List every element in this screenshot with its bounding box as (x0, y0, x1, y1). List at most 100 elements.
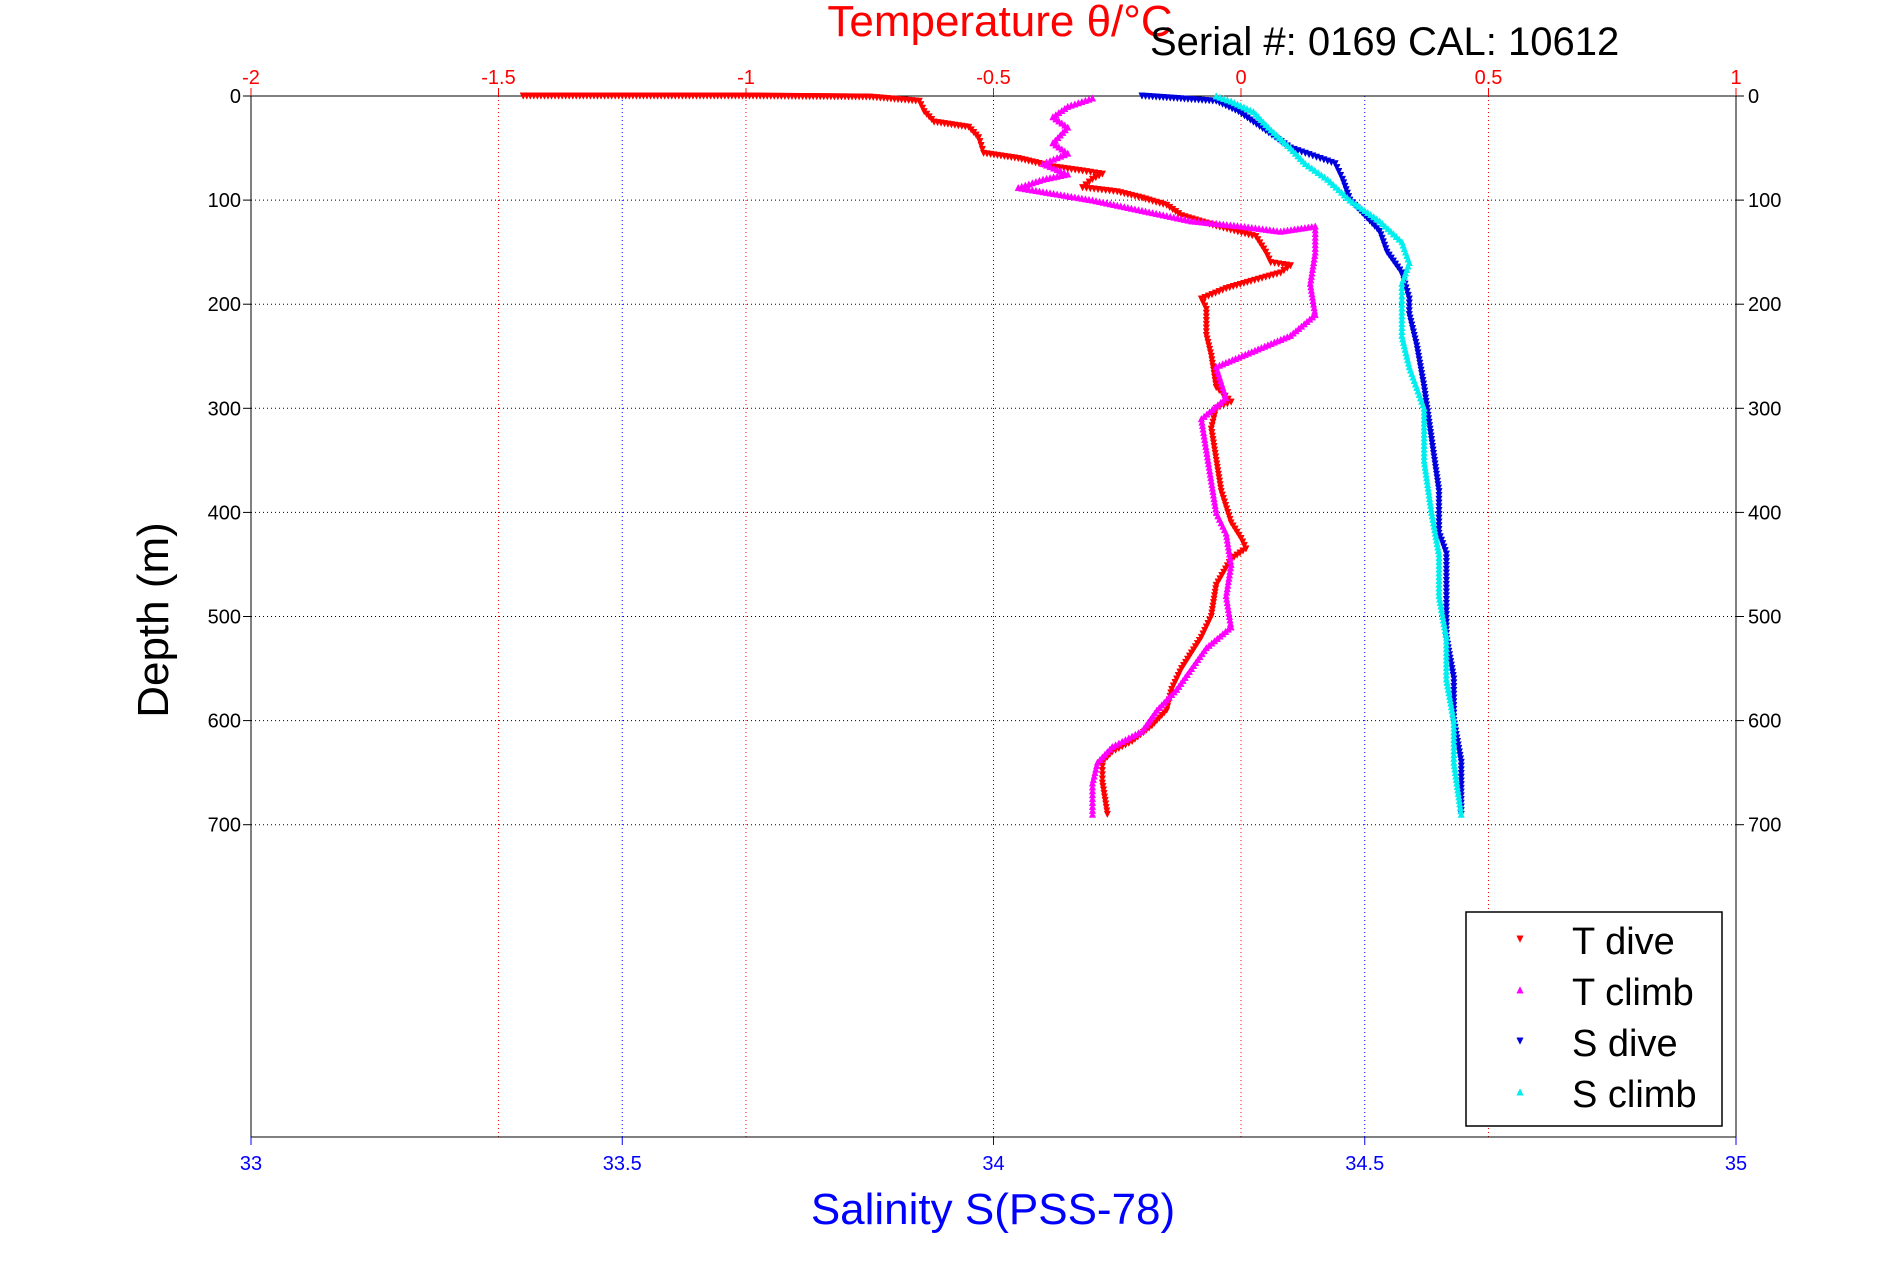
data-point-s-dive (1422, 394, 1430, 402)
data-point-t-climb (1311, 248, 1319, 256)
data-point-t-dive (1210, 415, 1218, 423)
data-point-t-dive (915, 97, 923, 105)
data-point-s-climb (1420, 449, 1428, 457)
data-point-t-climb (1198, 421, 1207, 430)
data-point-t-climb (1311, 310, 1319, 319)
data-point-s-climb (1398, 283, 1406, 291)
data-point-s-climb (1445, 689, 1453, 697)
data-point-s-dive (1379, 238, 1387, 246)
data-point-s-dive (1419, 377, 1427, 385)
data-point-s-dive (1435, 510, 1443, 519)
data-point-t-dive (1221, 502, 1230, 510)
data-point-t-climb (1222, 394, 1230, 402)
data-point-s-climb (1442, 641, 1451, 649)
data-point-t-dive (1197, 295, 1206, 303)
data-point-t-dive (1205, 342, 1213, 350)
data-point-t-dive (1102, 803, 1110, 812)
data-point-t-climb (1088, 798, 1097, 807)
data-point-s-climb (1420, 452, 1428, 461)
data-point-s-climb (1435, 588, 1443, 596)
data-point-t-climb (1088, 791, 1097, 799)
data-point-s-dive (1439, 540, 1447, 548)
data-point-t-climb (1222, 529, 1230, 537)
data-point-s-climb (1408, 369, 1416, 378)
data-point-t-dive (1209, 602, 1217, 610)
data-point-t-climb (1223, 595, 1231, 603)
data-point-t-climb (1308, 290, 1316, 298)
data-point-t-dive (1217, 484, 1225, 492)
data-point-t-dive (1099, 783, 1107, 791)
data-point-t-climb (1203, 453, 1212, 461)
data-point-s-dive (1431, 463, 1440, 472)
data-point-t-climb (1225, 546, 1233, 555)
data-point-t-dive (1100, 793, 1109, 801)
data-point-s-climb (1431, 525, 1439, 534)
data-point-s-dive (1426, 425, 1434, 433)
data-point-s-climb (1435, 550, 1443, 558)
data-point-s-climb (1442, 630, 1450, 638)
data-point-s-climb (1453, 779, 1461, 787)
data-point-s-climb (1450, 728, 1458, 736)
data-point-s-climb (1440, 623, 1449, 631)
serial-label: Serial #: 0169 CAL: 10612 (1150, 20, 1619, 64)
legend-label-s-climb: S climb (1572, 1074, 1697, 1116)
data-point-t-dive (1207, 613, 1215, 621)
data-point-t-dive (1201, 302, 1209, 310)
data-point-s-dive (1450, 675, 1458, 683)
data-point-s-climb (1422, 467, 1430, 475)
data-point-s-dive (1457, 766, 1465, 774)
data-point-t-climb (1215, 515, 1224, 523)
data-point-s-climb (1404, 262, 1412, 270)
data-point-t-climb (1088, 810, 1097, 818)
data-point-t-dive (1225, 512, 1233, 520)
data-point-s-climb (1450, 761, 1458, 770)
data-point-s-climb (1425, 487, 1433, 496)
data-point-s-climb (1401, 248, 1410, 256)
data-point-t-climb (1088, 794, 1097, 803)
data-point-t-dive (1202, 305, 1210, 314)
tick-label-temperature: 0 (1235, 67, 1246, 89)
data-point-t-climb (1224, 602, 1232, 610)
data-point-t-climb (1227, 560, 1235, 568)
data-point-s-climb (1450, 758, 1458, 766)
data-point-s-dive (1380, 241, 1389, 249)
data-point-s-climb (1444, 682, 1452, 690)
data-point-s-dive (1340, 179, 1348, 187)
data-point-legend-s-climb (1516, 1088, 1524, 1096)
data-point-s-climb (1413, 383, 1421, 391)
tick-label-temperature: -0.5 (976, 67, 1010, 89)
data-point-s-climb (1406, 366, 1415, 374)
data-point-s-climb (1442, 675, 1451, 683)
data-point-s-dive (1442, 561, 1451, 570)
data-point-t-climb (1221, 390, 1229, 398)
data-point-s-dive (1406, 314, 1414, 322)
data-point-t-climb (1219, 522, 1227, 530)
data-point-s-climb (1450, 743, 1458, 751)
data-point-t-climb (1220, 525, 1229, 534)
tick-label-depth-right: 200 (1748, 294, 1781, 316)
data-point-t-dive (1201, 626, 1209, 635)
data-point-t-climb (1307, 283, 1315, 291)
data-point-s-climb (1405, 258, 1413, 267)
data-point-s-climb (1400, 342, 1408, 350)
data-point-s-dive (1434, 481, 1442, 489)
data-point-s-climb (1403, 251, 1411, 260)
data-point-s-dive (1415, 356, 1423, 364)
tick-label-depth-left: 0 (230, 86, 241, 108)
data-point-s-climb (1450, 754, 1458, 762)
data-point-t-climb (1092, 765, 1100, 773)
data-point-t-dive (1204, 619, 1212, 628)
tick-label-depth-left: 700 (208, 815, 241, 837)
data-point-t-climb (1201, 439, 1209, 447)
data-point-s-dive (1420, 384, 1428, 392)
data-point-s-dive (1435, 518, 1443, 526)
data-point-t-climb (1223, 536, 1231, 544)
data-point-s-climb (1437, 602, 1445, 610)
data-point-s-climb (1454, 789, 1462, 797)
data-point-s-dive (1413, 345, 1421, 354)
data-point-s-climb (1398, 312, 1406, 320)
data-point-s-climb (1450, 747, 1458, 755)
data-point-s-climb (1426, 501, 1435, 509)
data-point-s-climb (1434, 546, 1442, 555)
